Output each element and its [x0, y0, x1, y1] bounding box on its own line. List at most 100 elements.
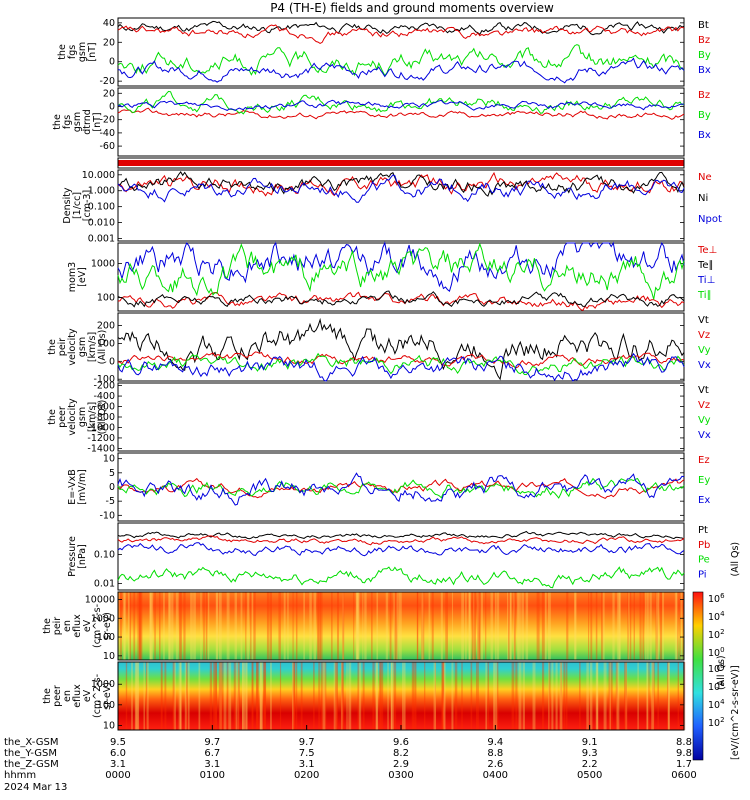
spectrogram-streak [129, 592, 132, 660]
spectrogram-streak [677, 592, 679, 660]
spectrogram-streak [517, 592, 519, 660]
spectrogram-streak [159, 592, 161, 660]
spectrogram-streak [317, 592, 321, 660]
spectrogram-streak [379, 662, 383, 730]
ylabel-line: mom3 [67, 262, 78, 292]
ylabel-line: fgs [67, 45, 78, 59]
spectrogram-streak [518, 662, 522, 730]
spectrogram-streak [171, 592, 174, 660]
spectrogram-streak [150, 592, 152, 660]
spectrogram-streak [472, 592, 475, 660]
spectrogram-streak [510, 592, 512, 660]
spectrogram-streak [647, 662, 649, 730]
legend-Ti⊥: Ti⊥ [697, 275, 715, 286]
ylabel-line: E=-VxB [67, 469, 78, 504]
spectrogram-streak [595, 662, 599, 730]
spectrogram-streak [624, 662, 627, 730]
panel-frame-2 [117, 157, 685, 169]
spectrogram-streak [252, 662, 254, 730]
footer-date: 2024 Mar 13 [4, 782, 67, 793]
spectrogram-streak [179, 662, 182, 730]
spectrogram-streak [506, 592, 509, 660]
spectrogram-streak [233, 662, 237, 730]
ylabel-line: [km/s] [87, 332, 98, 362]
legend-Bt: Bt [698, 20, 709, 31]
footer-value: 0100 [200, 770, 225, 781]
spectrogram-streak [119, 592, 122, 660]
ylabel-line: [mV/m] [77, 469, 88, 505]
legend-Vy: Vy [698, 345, 711, 356]
ytick-label: -5 [106, 496, 115, 507]
spectrogram-streak [218, 662, 222, 730]
legend-Ti∥: Ti∥ [697, 290, 712, 301]
spectrogram-streak [659, 592, 663, 660]
legend-Pi: Pi [698, 569, 707, 580]
spectrogram-streak [404, 662, 406, 730]
spectrogram-streak [334, 662, 338, 730]
ylabel-line: dtrnd [82, 109, 93, 135]
spectrogram-streak [278, 592, 281, 660]
series-line-Ni [117, 171, 685, 197]
panel-4: 100 1000 mom3 [eV] Te⊥ Te∥ Ti⊥ Ti∥ [67, 241, 717, 312]
spectrogram-streak [645, 592, 647, 660]
spectrogram-streak [655, 592, 658, 660]
spectrogram-streak [651, 662, 654, 730]
spectrogram-streak [627, 592, 629, 660]
spectrogram-streak [179, 592, 182, 660]
spectrogram-streak [259, 662, 262, 730]
ylabel-line: gsm [77, 337, 88, 357]
footer-value: 0600 [671, 770, 696, 781]
ylabel-line: Density [62, 187, 73, 223]
series-line-Ti∥ [117, 242, 685, 300]
panel-frame-3 [117, 169, 685, 242]
spectrogram-streak [465, 592, 467, 660]
footer-value: 0300 [388, 770, 413, 781]
spectrogram-streak [656, 592, 660, 660]
footer-value: 0200 [294, 770, 319, 781]
spectrogram-streak [451, 592, 454, 660]
series-line-Vy [117, 352, 685, 376]
spectrogram-streak [579, 662, 581, 730]
spectrogram-streak [461, 662, 463, 730]
spectrogram-streak [536, 592, 540, 660]
spectrogram-streak [322, 662, 326, 730]
colorbar-tick: 104 [708, 610, 725, 623]
ytick-label: -10 [99, 510, 115, 521]
spectrogram-streak [595, 592, 598, 660]
spectrogram-streak [172, 662, 175, 730]
spectrogram-streak [495, 592, 497, 660]
spectrogram-streak [168, 592, 171, 660]
spectrogram-streak [247, 592, 250, 660]
spectrogram-streak [511, 662, 515, 730]
ylabel-line: (All Qs) [97, 400, 108, 435]
ylabel-line: gsm [77, 407, 88, 427]
spectrogram-streak [532, 662, 536, 730]
ylabel-line: (cm^2-s- [92, 674, 103, 718]
legend-Vz: Vz [698, 330, 710, 341]
spectrogram-streak [250, 592, 252, 660]
series-line-Bx [117, 57, 685, 84]
spectrogram-streak [260, 662, 263, 730]
footer-value: 8.8 [487, 748, 503, 759]
spectrogram-streak [475, 662, 479, 730]
spectrogram-streak [666, 662, 669, 730]
spectrogram-streak [357, 662, 360, 730]
spectrogram-streak [521, 592, 524, 660]
spectrogram-streak [629, 592, 632, 660]
legend-By: By [698, 50, 711, 61]
spectrogram-streak [393, 662, 397, 730]
ylabel-line: eV [82, 619, 93, 632]
ytick-label: 0.010 [88, 218, 115, 229]
ylabel-line: peir [52, 617, 63, 636]
ytick-label: 0.01 [94, 579, 115, 590]
spectrogram-streak [269, 592, 272, 660]
spectrogram-streak [292, 662, 296, 730]
spectrogram-streak [218, 592, 222, 660]
spectrogram-streak [390, 662, 394, 730]
spectrogram-streak [544, 592, 547, 660]
spectrogram-streak [300, 662, 303, 730]
spectrogram-streak [548, 662, 551, 730]
spectrogram-streak [442, 662, 445, 730]
colorbar-label-all-qs: (All Qs) [716, 655, 727, 690]
spectrogram-streak [348, 662, 352, 730]
